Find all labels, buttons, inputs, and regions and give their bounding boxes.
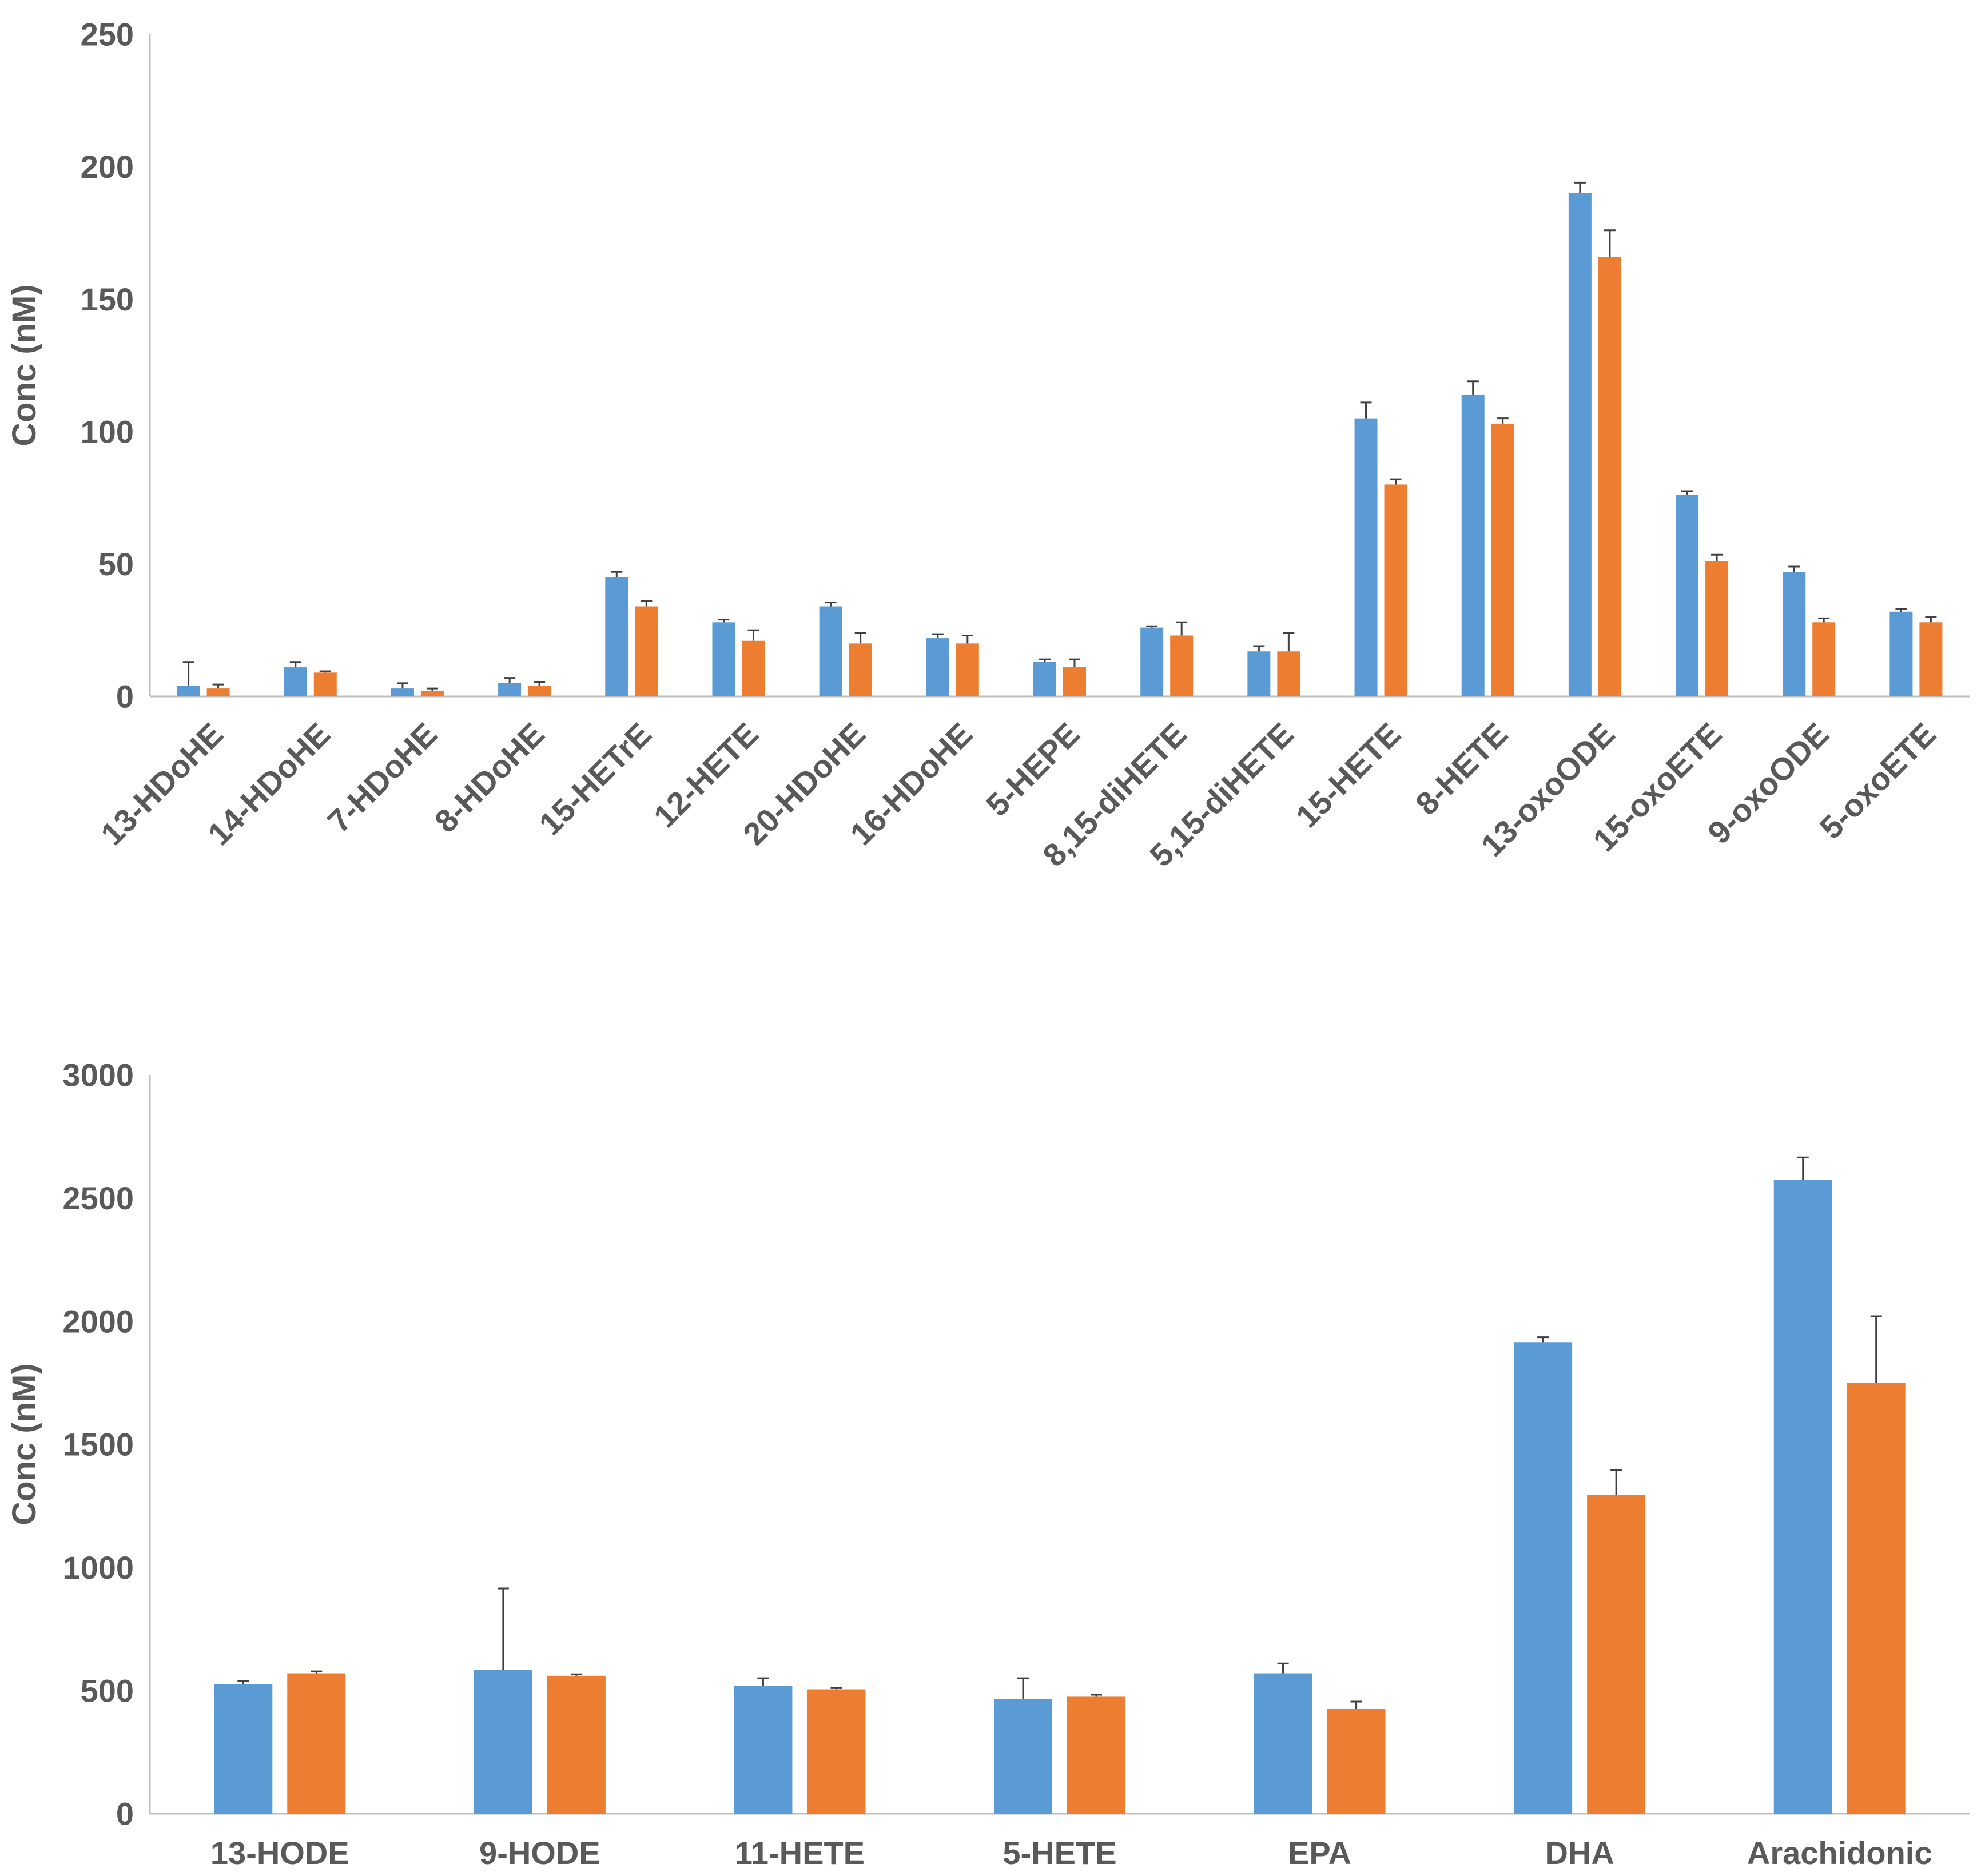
y-tick-label: 0 [116, 1796, 134, 1832]
bar-series1-5-HETE [994, 1699, 1052, 1814]
bar-series2-14-HDoHE [313, 672, 337, 696]
y-tick-label: 2500 [62, 1180, 134, 1216]
bar-series2-15-HETE [1384, 484, 1407, 696]
bar-series2-5,15-diHETE [1277, 651, 1300, 696]
x-tick-label: 5-HEPE [979, 716, 1087, 823]
x-tick-label: 15-HETE [1289, 716, 1407, 834]
bar-series1-5-oxoETE [1889, 611, 1913, 696]
bar-series1-5,15-diHETE [1247, 651, 1271, 696]
bar-series2-9-HODE [547, 1675, 606, 1814]
bar-series2-11-HETE [807, 1689, 866, 1814]
bar-series1-13-HODE [214, 1684, 273, 1814]
bar-series1-DHA [1514, 1342, 1573, 1814]
bar-series1-15-HETrE [605, 577, 628, 696]
bar-series1-5-HEPE [1033, 662, 1056, 696]
y-tick-label: 3000 [62, 1057, 134, 1093]
bar-series2-8,15-diHETE [1170, 635, 1194, 696]
x-tick-label: 5-oxoETE [1813, 716, 1943, 846]
x-tick-label: 5-HETE [1003, 1835, 1116, 1871]
y-tick-label: 200 [81, 149, 134, 185]
y-axis-label: Conc (nM) [6, 284, 43, 447]
y-tick-label: 0 [116, 679, 134, 715]
bar-series1-13-oxoODE [1568, 193, 1592, 696]
bar-series1-Arachidonic [1773, 1180, 1832, 1814]
bar-series2-5-oxoETE [1919, 622, 1943, 696]
x-tick-label: 13-HODE [210, 1835, 349, 1871]
bar-series2-8-HDoHE [528, 686, 551, 696]
bar-series1-8,15-diHETE [1140, 627, 1164, 696]
bar-series1-8-HETE [1461, 394, 1485, 696]
bar-series2-13-oxoODE [1598, 257, 1621, 696]
bar-series2-20-HDoHE [849, 643, 872, 696]
bar-series1-11-HETE [734, 1686, 793, 1814]
bar-series2-13-HDoHE [206, 688, 230, 696]
bar-series1-8-HDoHE [498, 683, 522, 696]
chart-bottom: 0 500 1000 1500 2000 2500 3000 Conc (nM) 13-HODE… [6, 1057, 1970, 1871]
bar-series1-15-HETE [1354, 418, 1378, 696]
y-tick-label: 100 [81, 413, 134, 449]
bar-series2-DHA [1587, 1495, 1646, 1814]
bar-series1-9-oxoODE [1783, 572, 1806, 696]
bar-series2-Arachidonic [1847, 1383, 1906, 1814]
bar-series2-15-oxoETE [1705, 561, 1729, 696]
bar-series1-EPA [1254, 1673, 1312, 1814]
bar-series1-12-HETE [712, 622, 735, 696]
x-tick-label: EPA [1288, 1835, 1351, 1871]
y-tick-label: 1000 [62, 1550, 134, 1586]
bar-series2-EPA [1327, 1708, 1386, 1814]
x-tick-label: 15-HETrE [532, 716, 658, 842]
bar-series1-9-HODE [474, 1670, 532, 1814]
y-tick-label: 150 [81, 281, 134, 317]
y-tick-label: 50 [98, 546, 134, 582]
x-tick-label: Arachidonic [1747, 1835, 1932, 1871]
bar-series1-20-HDoHE [819, 606, 842, 696]
bar-series2-9-oxoODE [1812, 622, 1836, 696]
bar-series1-13-HDoHE [177, 686, 200, 696]
bar-series1-7-HDoHE [391, 688, 414, 696]
y-tick-label: 500 [81, 1672, 134, 1708]
bar-series1-14-HDoHE [284, 667, 307, 696]
bar-series1-15-oxoETE [1676, 495, 1699, 696]
bar-series2-7-HDoHE [420, 691, 444, 696]
x-tick-label: DHA [1545, 1835, 1614, 1871]
bar-series2-5-HEPE [1063, 667, 1086, 696]
x-tick-label: 9-HODE [479, 1835, 600, 1871]
y-tick-label: 2000 [62, 1303, 134, 1339]
bar-series2-16-HDoHE [956, 643, 979, 696]
x-tick-label: 8-HETE [1409, 716, 1514, 822]
x-tick-label: 11-HETE [735, 1835, 865, 1871]
bar-series2-15-HETrE [635, 606, 658, 696]
x-tick-label: 8-HDoHE [427, 716, 551, 839]
bar-series2-12-HETE [742, 640, 765, 696]
y-axis-label: Conc (nM) [6, 1363, 43, 1526]
bar-series2-8-HETE [1491, 423, 1514, 696]
bar-series1-16-HDoHE [926, 638, 949, 696]
x-tick-label: 7-HDoHE [320, 716, 444, 839]
bar-series2-5-HETE [1067, 1696, 1125, 1814]
y-tick-label: 250 [81, 17, 134, 53]
bar-series2-13-HODE [287, 1673, 346, 1814]
y-tick-label: 1500 [62, 1427, 134, 1463]
